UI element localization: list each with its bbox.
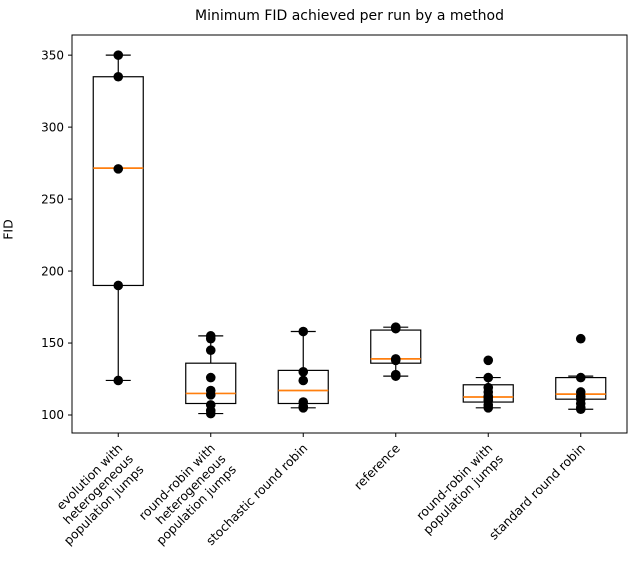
box-group-3: [370, 322, 422, 381]
data-point: [390, 323, 401, 334]
data-point: [575, 372, 586, 383]
y-tick-label: 300: [41, 120, 64, 134]
y-tick-label: 200: [41, 264, 64, 278]
y-tick-label: 250: [41, 192, 64, 206]
data-point: [205, 372, 216, 383]
chart-title: Minimum FID achieved per run by a method: [194, 8, 504, 24]
data-point: [298, 375, 309, 386]
box-group-5: [555, 333, 607, 415]
data-point: [205, 345, 216, 356]
box-group-0: [92, 50, 144, 386]
data-point: [205, 333, 216, 344]
data-point: [575, 333, 586, 344]
y-axis-label: FID: [0, 219, 16, 240]
data-point: [205, 390, 216, 400]
data-point: [113, 375, 124, 386]
y-tick-label: 350: [41, 48, 64, 62]
data-point: [575, 404, 586, 415]
x-tick-label: standard round robin: [486, 441, 587, 542]
y-tick-label: 150: [41, 336, 64, 350]
data-point: [113, 164, 124, 174]
plot-border: [71, 34, 628, 434]
data-point: [298, 326, 309, 337]
data-point: [483, 372, 494, 383]
x-tick-label: evolution withheterogeneouspopulation ju…: [40, 441, 147, 548]
data-point: [205, 408, 216, 419]
box-group-2: [277, 326, 329, 413]
x-tick-label: round-robin withpopulation jumps: [410, 441, 506, 537]
data-point: [390, 371, 401, 381]
box-group-4: [462, 355, 514, 413]
data-point: [483, 355, 494, 366]
y-tick-label: 100: [41, 408, 64, 422]
data-point: [113, 71, 124, 82]
box-group-1: [185, 331, 237, 419]
data-point: [298, 367, 309, 377]
data-point: [113, 50, 124, 60]
data-point: [483, 403, 494, 413]
data-point: [298, 403, 309, 413]
data-point: [113, 280, 124, 291]
data-point: [390, 355, 401, 366]
x-tick-label: reference: [351, 441, 402, 492]
